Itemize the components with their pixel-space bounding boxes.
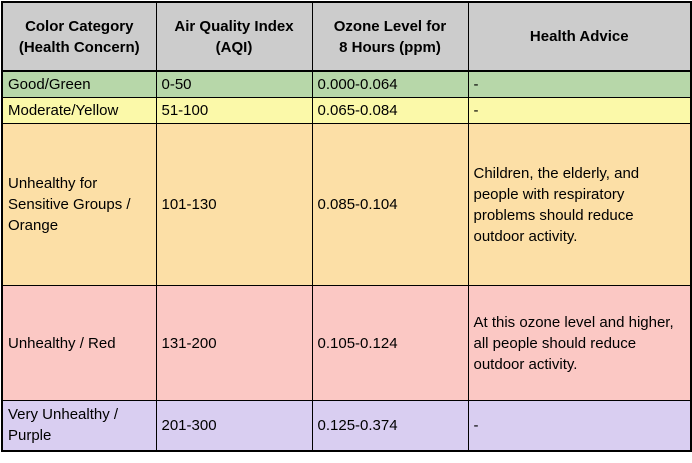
table-row-unhealthy: Unhealthy / Red 131-200 0.105-0.124 At t… — [1, 285, 692, 401]
table-row-good: Good/Green 0-50 0.000-0.064 - — [1, 70, 692, 98]
cell-health-advice: Children, the elderly, and people with r… — [467, 123, 692, 286]
aqi-table: Color Category (Health Concern) Air Qual… — [1, 1, 692, 452]
cell-category: Moderate/Yellow — [1, 97, 157, 124]
cell-aqi: 131-200 — [155, 285, 313, 401]
cell-health-advice: - — [467, 97, 692, 124]
cell-aqi: 101-130 — [155, 123, 313, 286]
cell-health-advice: At this ozone level and higher, all peop… — [467, 285, 692, 401]
cell-health-advice: - — [467, 400, 692, 451]
cell-ozone: 0.065-0.084 — [311, 97, 469, 124]
table-row-very-unhealthy: Very Unhealthy / Purple 201-300 0.125-0.… — [1, 400, 692, 451]
header-color-category: Color Category (Health Concern) — [1, 1, 157, 72]
header-ozone-level: Ozone Level for 8 Hours (ppm) — [311, 1, 469, 72]
cell-health-advice: - — [467, 70, 692, 98]
cell-ozone: 0.105-0.124 — [311, 285, 469, 401]
cell-ozone: 0.085-0.104 — [311, 123, 469, 286]
cell-aqi: 51-100 — [155, 97, 313, 124]
cell-aqi: 201-300 — [155, 400, 313, 451]
header-aqi: Air Quality Index (AQI) — [155, 1, 313, 72]
cell-ozone: 0.125-0.374 — [311, 400, 469, 451]
table-row-unhealthy-sensitive-groups: Unhealthy for Sensitive Groups / Orange … — [1, 123, 692, 286]
cell-aqi: 0-50 — [155, 70, 313, 98]
cell-category: Good/Green — [1, 70, 157, 98]
header-health-advice: Health Advice — [467, 1, 692, 72]
table-row-moderate: Moderate/Yellow 51-100 0.065-0.084 - — [1, 97, 692, 124]
cell-category: Unhealthy / Red — [1, 285, 157, 401]
cell-category: Very Unhealthy / Purple — [1, 400, 157, 451]
cell-ozone: 0.000-0.064 — [311, 70, 469, 98]
header-row: Color Category (Health Concern) Air Qual… — [1, 1, 692, 72]
cell-category: Unhealthy for Sensitive Groups / Orange — [1, 123, 157, 286]
